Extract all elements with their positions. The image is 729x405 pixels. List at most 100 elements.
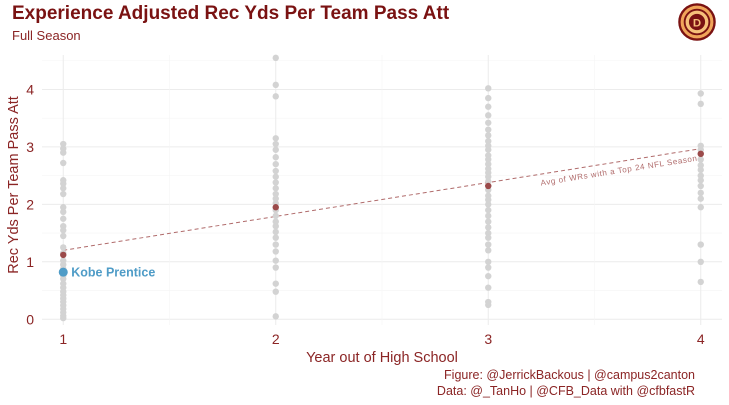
x-tick-label: 2 (272, 331, 280, 347)
data-point (485, 137, 492, 145)
data-point (272, 234, 279, 241)
mean-point (272, 204, 279, 211)
data-point (485, 206, 492, 214)
data-point (60, 215, 67, 222)
y-tick-label: 3 (26, 139, 34, 155)
data-point (485, 212, 492, 220)
caption-figure-credit: Figure: @JerrickBackous | @campus2canton (444, 368, 695, 382)
data-point (272, 154, 279, 161)
data-point (272, 167, 279, 175)
mean-point (697, 150, 704, 158)
data-point (485, 229, 492, 237)
chart-subtitle: Full Season (12, 28, 81, 43)
data-point (60, 227, 67, 234)
data-point (697, 241, 704, 248)
data-point (485, 196, 492, 203)
data-point (60, 244, 67, 251)
y-tick-label: 0 (26, 311, 34, 327)
data-point (272, 93, 279, 100)
data-point (485, 119, 492, 126)
logo-letter: D (693, 17, 701, 29)
data-point (272, 288, 279, 295)
data-point (272, 173, 279, 180)
x-tick-label: 3 (484, 331, 492, 347)
campus2canton-logo-icon: D (678, 3, 716, 41)
y-tick-label: 2 (26, 196, 34, 212)
x-axis-label: Year out of High School (306, 350, 458, 366)
data-point (485, 241, 492, 248)
data-point (697, 156, 704, 163)
mean-point (60, 251, 67, 259)
trendline (63, 148, 701, 251)
data-point (485, 132, 492, 139)
data-point (485, 178, 492, 185)
data-point (485, 258, 492, 266)
data-point (485, 218, 492, 225)
data-point (60, 149, 67, 156)
x-tick-label: 1 (59, 331, 67, 347)
data-point (272, 160, 279, 168)
data-point (485, 173, 492, 180)
data-point (60, 190, 67, 198)
data-point (60, 232, 67, 240)
data-point (272, 212, 279, 220)
data-point (272, 190, 279, 198)
data-point (485, 160, 492, 168)
data-point (272, 248, 279, 255)
caption-data-credit: Data: @_TanHo | @CFB_Data with @cfbfastR (436, 384, 695, 398)
data-point (485, 264, 492, 271)
data-point (272, 54, 279, 62)
data-point (60, 140, 67, 148)
y-tick-label: 4 (26, 81, 34, 97)
data-point (697, 162, 704, 169)
data-point (272, 135, 279, 142)
data-point (485, 156, 492, 163)
y-axis-label: Rec Yds Per Team Pass Att (6, 96, 22, 274)
data-point (485, 284, 492, 291)
data-point (272, 81, 279, 89)
data-point (60, 204, 67, 211)
data-point (697, 204, 704, 211)
data-point (697, 90, 704, 97)
data-point (272, 179, 279, 186)
data-point (60, 180, 67, 187)
data-point (485, 234, 492, 241)
data-point (485, 224, 492, 231)
data-point (697, 172, 704, 179)
data-point (60, 159, 67, 167)
data-point (272, 228, 279, 236)
data-point (272, 280, 279, 287)
data-point (485, 201, 492, 208)
data-point (697, 166, 704, 174)
data-point (485, 85, 492, 92)
data-point (697, 177, 704, 184)
data-point (272, 146, 279, 153)
data-point (485, 94, 492, 102)
data-point (697, 195, 704, 202)
data-point (272, 218, 279, 225)
data-point (485, 112, 492, 119)
data-point (485, 247, 492, 254)
data-point (697, 182, 704, 190)
logo-core (688, 13, 706, 31)
data-point (697, 278, 704, 286)
data-point (485, 301, 492, 309)
data-point (60, 314, 67, 322)
data-point (272, 257, 279, 264)
data-point (272, 195, 279, 202)
x-tick-label: 4 (697, 331, 705, 347)
data-point (485, 272, 492, 280)
data-point (60, 208, 67, 216)
y-tick-label: 1 (26, 254, 34, 270)
highlight-label: Kobe Prentice (71, 266, 155, 280)
data-point (272, 185, 279, 192)
data-point (485, 146, 492, 153)
data-point (272, 241, 279, 248)
mean-point (485, 182, 492, 190)
data-point (272, 264, 279, 271)
data-point (697, 189, 704, 197)
data-point (272, 222, 279, 230)
data-point (697, 100, 704, 108)
data-point (272, 140, 279, 148)
